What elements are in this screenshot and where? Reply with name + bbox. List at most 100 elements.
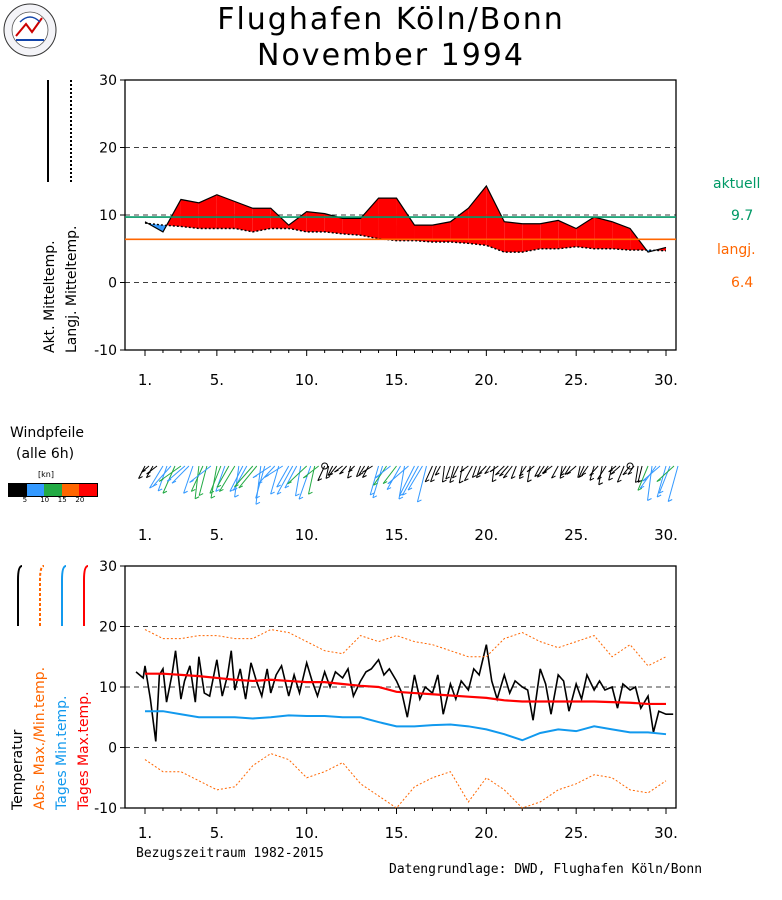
wind-arrow — [339, 465, 347, 475]
wind-arrow — [325, 465, 330, 479]
wind-barb — [667, 499, 673, 502]
wind-arrow — [369, 465, 380, 496]
wind-arrow — [434, 465, 441, 476]
anomaly-area — [558, 220, 577, 249]
wind-xtick-label: 25. — [564, 526, 588, 544]
top-chart-ytick-label: -10 — [94, 343, 117, 359]
wind-barb — [459, 469, 465, 473]
wind-barb — [542, 470, 547, 474]
wind-arrow — [166, 465, 186, 482]
wind-arrow — [597, 465, 607, 480]
wind-xtick-label: 30. — [654, 526, 678, 544]
daily-min-line — [145, 710, 667, 742]
top-chart-xtick-label: 1. — [138, 371, 152, 389]
bottom-chart-ytick-label: 30 — [99, 559, 117, 575]
anomaly-area — [396, 198, 415, 241]
wind-barb — [219, 489, 224, 492]
bottom-chart-xtick-label: 5. — [210, 824, 224, 842]
wind-barb — [542, 471, 547, 475]
wind-arrow — [257, 465, 276, 485]
top-chart-xtick-label: 5. — [210, 371, 224, 389]
wind-barb — [608, 477, 613, 481]
wind-scale-segment — [44, 484, 62, 496]
wind-arrow — [372, 465, 384, 498]
wind-barb — [216, 484, 222, 488]
wind-arrow — [637, 465, 649, 491]
wind-arrow — [445, 465, 451, 480]
ylabel-daily-max: Tages Max.temp. — [76, 691, 92, 810]
wind-arrow — [519, 465, 523, 479]
legend-current-label: aktuell — [713, 176, 761, 192]
wind-barb — [551, 475, 556, 479]
wind-barb — [141, 469, 146, 473]
wind-arrow — [477, 465, 487, 475]
legend-current-value: 9.7 — [731, 208, 754, 224]
weather-station-logo — [3, 3, 57, 57]
wind-scale-segment — [9, 484, 27, 496]
wind-arrow — [564, 465, 571, 475]
wind-scale-tick-label: 10 — [40, 496, 50, 504]
wind-title: Windpfeile — [10, 425, 85, 441]
wind-arrow — [374, 465, 391, 479]
wind-arrow — [502, 465, 513, 479]
wind-barb — [477, 472, 483, 476]
abs-min-line — [144, 752, 667, 809]
wind-barb — [348, 469, 353, 473]
anomaly-area — [612, 221, 631, 251]
anomaly-area — [252, 208, 271, 232]
wind-arrow — [458, 465, 463, 484]
wind-barb — [369, 492, 375, 496]
wind-barb — [276, 491, 282, 495]
wind-barb — [303, 475, 308, 479]
wind-barb — [295, 493, 300, 497]
daily-max-line — [145, 672, 666, 706]
wind-barb — [146, 471, 151, 475]
top-chart-ytick-label: 10 — [99, 208, 117, 224]
wind-barb — [578, 474, 584, 478]
wind-arrow — [526, 465, 531, 482]
anomaly-area — [306, 211, 325, 232]
anomaly-area — [378, 198, 397, 241]
wind-barb — [339, 471, 344, 475]
wind-barb — [442, 479, 447, 483]
wind-barb — [398, 496, 404, 500]
wind-arrow — [667, 465, 679, 502]
wind-arrow — [362, 465, 370, 478]
wind-barb — [402, 492, 407, 496]
wind-arrow — [577, 465, 581, 478]
wind-xtick-label: 20. — [474, 526, 498, 544]
wind-barb — [526, 469, 532, 473]
legend-min-line — [61, 565, 67, 626]
wind-arrow — [495, 465, 505, 476]
wind-arrow — [471, 465, 477, 478]
wind-barb — [642, 478, 647, 482]
anomaly-area — [414, 225, 433, 242]
wind-arrow — [622, 465, 631, 476]
wind-arrow — [183, 465, 194, 494]
wind-xtick-label: 5. — [210, 526, 224, 544]
wind-arrow — [566, 465, 577, 475]
wind-barb — [581, 472, 587, 476]
wind-barb — [374, 475, 380, 479]
wind-barb — [430, 479, 435, 483]
wind-barb — [264, 474, 269, 478]
wind-barb — [637, 487, 643, 491]
wind-barb — [407, 487, 413, 491]
anomaly-area — [360, 198, 379, 239]
wind-barb — [347, 475, 352, 479]
wind-barb — [476, 475, 481, 479]
top-chart-ytick-label: 0 — [108, 276, 117, 292]
top-chart-xtick-label: 15. — [385, 371, 409, 389]
ylabel-temperature: Temperatur — [10, 729, 26, 810]
abs-max-line — [144, 629, 667, 667]
ylabel-daily-min: Tages Min.temp. — [54, 695, 70, 810]
wind-barb — [308, 491, 313, 495]
legend-max-line — [83, 565, 89, 626]
reference-period: Bezugszeitraum 1982-2015 — [136, 846, 324, 861]
wind-arrow — [171, 465, 190, 484]
wind-barb — [608, 469, 613, 473]
wind-arrow — [407, 465, 423, 491]
wind-arrow — [238, 465, 258, 489]
wind-barb — [559, 475, 565, 479]
